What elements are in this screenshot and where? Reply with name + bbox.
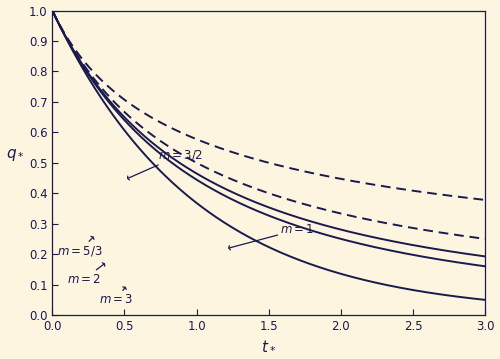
Y-axis label: $q_*$: $q_*$: [6, 147, 25, 163]
Text: $m = 3$: $m = 3$: [98, 287, 133, 306]
X-axis label: $t_*$: $t_*$: [261, 339, 276, 354]
Text: $m = 3/2$: $m = 3/2$: [128, 148, 203, 180]
Text: $m = 5/3$: $m = 5/3$: [56, 237, 102, 258]
Text: $m = 2$: $m = 2$: [67, 263, 105, 286]
Text: $m = 1$: $m = 1$: [229, 223, 314, 250]
